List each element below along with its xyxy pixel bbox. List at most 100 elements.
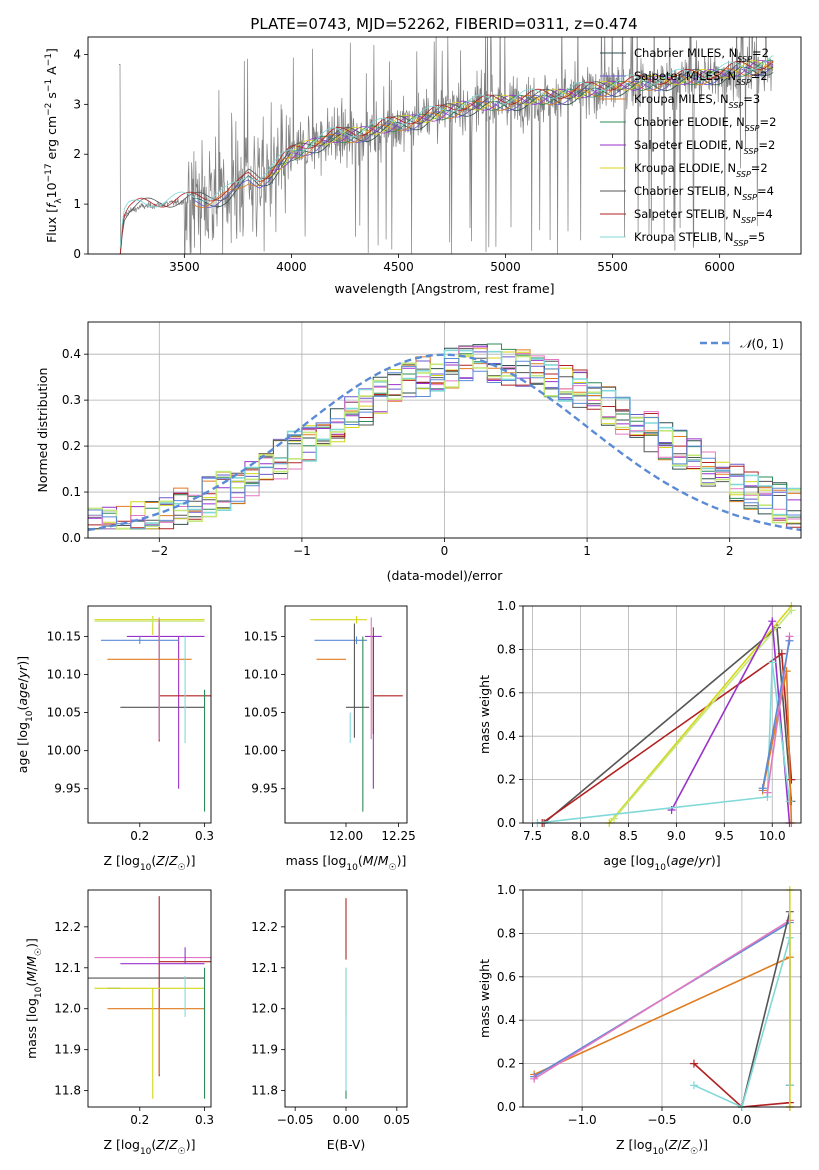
label-part: ( xyxy=(15,706,30,711)
y-tick-label: 12.1 xyxy=(251,961,278,975)
label-part: Z xyxy=(155,853,165,868)
label-part: age xyxy=(15,682,30,706)
legend-base: Kroupa STELIB, N xyxy=(634,230,734,244)
label-part: E(B-V) xyxy=(327,1137,366,1152)
label-part: / xyxy=(24,966,39,971)
weight-marker xyxy=(787,606,796,615)
label-part: 10 xyxy=(140,863,152,873)
mass_vs_ebv-axes: −0.05 0.00 0.05 11.8 11.9 12.0 12.1 12.2 E(B-V) xyxy=(251,889,410,1152)
histogram-step xyxy=(88,358,801,530)
normal-legend-label: 𝒩(0, 1) xyxy=(740,337,784,351)
legend-label: Chabrier MILES, NSSP=2 xyxy=(634,46,769,64)
legend-base: Chabrier MILES, N xyxy=(634,46,737,60)
x-tick-label: 0.2 xyxy=(130,829,149,843)
plot-frame xyxy=(284,889,408,1108)
weight_vs_Z-axes: −1.0 −0.5 0.00.00.20.40.60.81.0Z [log10(Z/… xyxy=(477,883,802,1157)
legend-label: Chabrier STELIB, NSSP=4 xyxy=(634,184,774,202)
legend-label: Chabrier ELODIE, NSSP=2 xyxy=(634,115,776,133)
y-tick-label: 10.05 xyxy=(47,706,81,720)
y-tick-label: 0.1 xyxy=(62,485,81,499)
label-part: / xyxy=(165,1137,170,1152)
mass_vs_Z-xlabel: Z [log10(Z/Z☉)] xyxy=(103,1137,195,1157)
x-tick-label: 12.25 xyxy=(381,829,415,843)
label-part: ( xyxy=(24,982,39,987)
x-tick-label: 4500 xyxy=(383,260,414,274)
x-tick-label: 10.0 xyxy=(759,829,786,843)
label-part: Z [log xyxy=(103,1137,139,1152)
label-part: ( xyxy=(151,1137,156,1152)
spectrum-model-line xyxy=(269,59,774,170)
label-part: −1 xyxy=(44,53,54,66)
x-tick-label: −0.05 xyxy=(277,1113,314,1127)
weight-line xyxy=(613,609,793,820)
label-part: yr xyxy=(697,853,711,868)
y-tick-label: 12.1 xyxy=(54,961,81,975)
y-tick-label: 10.10 xyxy=(47,668,81,682)
spectrum-axes: 3500 4000 4500 5000 5500 6000 0 1 2 3 4 Chabrier MI… xyxy=(44,36,802,296)
weight-line xyxy=(537,662,791,823)
age_vs_Z-ylabel: age [log10(age/yr)] xyxy=(15,656,35,773)
normal-legend-symbol: 𝒩 xyxy=(740,337,755,351)
label-part: ( xyxy=(664,1137,669,1152)
legend-sub: SSP xyxy=(742,193,757,202)
legend-tail: =4 xyxy=(756,207,773,221)
plot-frame xyxy=(522,889,802,1108)
legend-sub: SSP xyxy=(741,216,756,225)
weight_vs_Z-ylabel: mass weight xyxy=(477,959,492,1038)
y-tick-label: 11.9 xyxy=(54,1043,81,1057)
label-part: M xyxy=(363,853,374,868)
label-part: ☉ xyxy=(389,863,397,873)
x-tick-label: −2 xyxy=(150,544,168,558)
age_vs_mass-xlabel: mass [log10(M/M☉)] xyxy=(286,853,407,873)
weight_vs_age-xlabel: age [log10(age/yr)] xyxy=(603,853,720,873)
label-part: Flux [ xyxy=(44,208,59,243)
label-part: ☉ xyxy=(178,863,186,873)
x-tick-label: 0.2 xyxy=(130,1113,149,1127)
label-part: −2 xyxy=(44,103,54,116)
label-part: Z xyxy=(168,1137,178,1152)
x-tick-label: 2 xyxy=(726,544,734,558)
x-tick-label: 5500 xyxy=(597,260,628,274)
spectrum-model-line xyxy=(269,60,774,177)
label-part: 10 xyxy=(25,710,35,722)
weight-marker xyxy=(689,1081,698,1090)
y-tick-label: 11.8 xyxy=(54,1084,81,1098)
x-tick-label: 5000 xyxy=(490,260,521,274)
y-tick-label: 10.05 xyxy=(244,706,278,720)
x-tick-label: 0.3 xyxy=(195,829,214,843)
weight-marker xyxy=(689,1059,698,1068)
legend-sub: SSP xyxy=(736,170,751,179)
y-tick-label: 1.0 xyxy=(497,599,516,613)
y-tick-label: 11.8 xyxy=(251,1084,278,1098)
y-tick-label: 11.9 xyxy=(251,1043,278,1057)
label-part: / xyxy=(15,677,30,682)
y-tick-label: 0.0 xyxy=(497,1100,516,1114)
y-tick-label: 12.0 xyxy=(251,1002,278,1016)
weight_vs_Z-xlabel: Z [log10(Z/Z☉)] xyxy=(616,1137,708,1157)
plot-frame xyxy=(87,36,802,255)
y-tick-label: 0.2 xyxy=(62,439,81,453)
x-tick-label: 9.5 xyxy=(715,829,734,843)
x-tick-label: 6000 xyxy=(704,260,735,274)
weight-marker xyxy=(787,775,796,784)
label-part: yr xyxy=(15,665,30,679)
y-tick-label: 12.2 xyxy=(54,920,81,934)
label-part: Z [log xyxy=(103,853,139,868)
label-part: / xyxy=(694,853,699,868)
label-part: ☉ xyxy=(690,1147,698,1157)
plot-frame xyxy=(87,321,802,539)
weight-marker xyxy=(530,1074,539,1083)
legend-base: Salpeter STELIB, N xyxy=(634,207,741,221)
plot-frame xyxy=(284,605,408,824)
y-tick-label: 0.4 xyxy=(497,1013,516,1027)
legend-tail: =2 xyxy=(752,46,769,60)
y-tick-label: 4 xyxy=(73,47,81,61)
x-tick-label: 0.3 xyxy=(195,1113,214,1127)
legend-label: Kroupa STELIB, NSSP=5 xyxy=(634,230,765,248)
legend-sub: SSP xyxy=(734,239,749,248)
label-part: ☉ xyxy=(34,948,44,956)
legend-base: Chabrier ELODIE, N xyxy=(634,115,745,129)
label-part: 10 xyxy=(34,986,44,998)
label-part: / xyxy=(374,853,379,868)
